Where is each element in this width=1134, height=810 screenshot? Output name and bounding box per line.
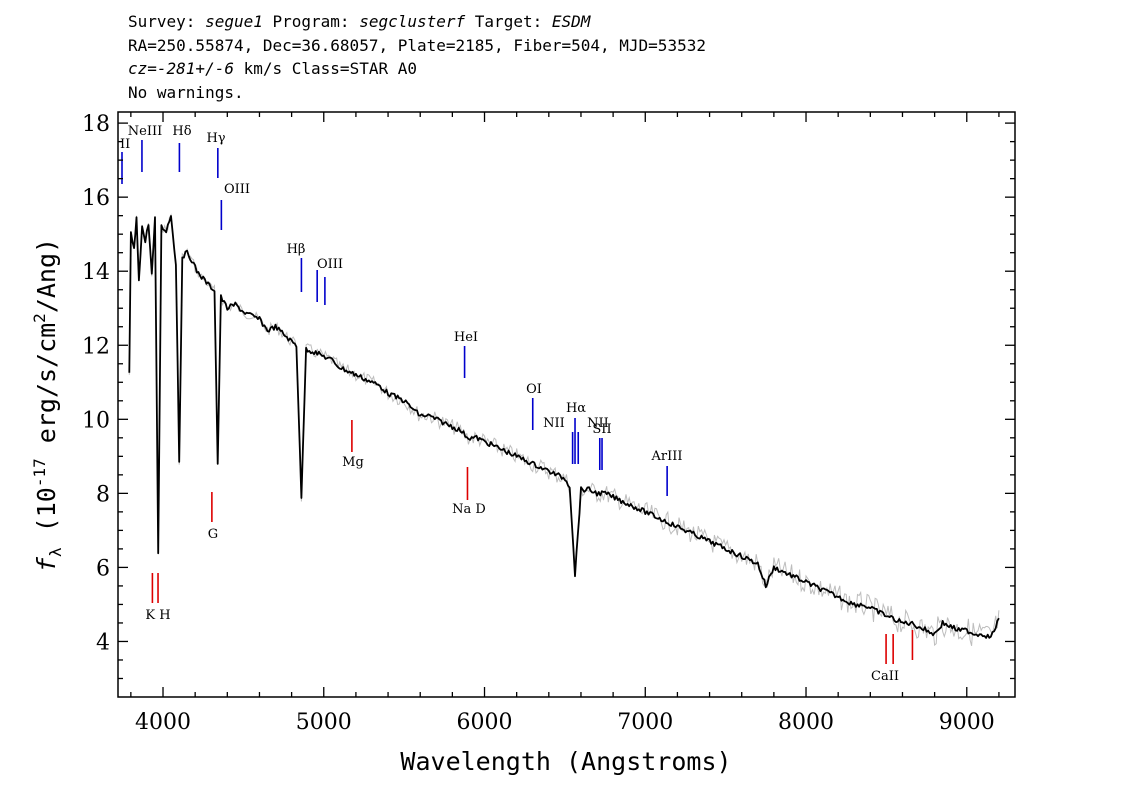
y-tick-label: 14 (82, 260, 110, 285)
spectrum-series (128, 215, 1000, 639)
line-label-ariii: ArIII (650, 449, 682, 464)
y-tick-label: 16 (82, 186, 110, 211)
line-label-hdelta: Hδ (172, 124, 191, 139)
cz-value: cz=-281+/-6 (128, 59, 234, 78)
x-axis-title: Wavelength (Angstroms) (400, 747, 731, 776)
line-label-nii_a: NII (543, 416, 565, 431)
line-label-neiii: NeIII (128, 124, 162, 139)
spectrum-path (128, 215, 1000, 639)
survey-value: segue1 (205, 12, 263, 31)
line-label-edge_ii: II (120, 137, 130, 152)
line-label-mg: Mg (342, 455, 364, 470)
line-label-nad: Na D (452, 502, 486, 517)
program-value: segclusterf (359, 12, 466, 31)
line-label-hgamma: Hγ (206, 131, 225, 146)
header-line-redshift: cz=-281+/-6 km/s Class=STAR A0 (128, 57, 706, 81)
target-value: ESDM (551, 12, 591, 31)
y-tick-label: 4 (96, 630, 110, 655)
spectrum-header: Survey: segue1 Program: segclusterf Targ… (128, 10, 706, 104)
y-tick-label: 10 (82, 408, 110, 433)
y-axis-title: fλ (10-17 erg/s/cm2/Ang) (30, 238, 65, 572)
line-label-g: G (208, 527, 218, 542)
header-line-survey: Survey: segue1 Program: segclusterf Targ… (128, 10, 706, 34)
header-line-coordinates: RA=250.55874, Dec=36.68057, Plate=2185, … (128, 35, 706, 55)
x-tick-label: 6000 (457, 710, 513, 735)
x-tick-label: 7000 (617, 710, 673, 735)
line-label-oi: OI (526, 382, 542, 397)
line-label-halpha: Hα (566, 401, 586, 416)
line-label-caii: CaII (871, 669, 899, 684)
survey-label: Survey: (128, 12, 206, 31)
line-label-oiii_a: OIII (224, 182, 250, 197)
x-tick-label: 4000 (135, 710, 191, 735)
line-label-oiii_b: OIII (317, 257, 343, 272)
y-tick-label: 12 (82, 334, 110, 359)
x-tick-label: 5000 (296, 710, 352, 735)
line-label-hei: HeI (454, 330, 478, 345)
x-tick-label: 9000 (939, 710, 995, 735)
axis-ticks: 4000 5000 6000 7000 8000 9000 4 6 8 10 12 14 16 18 (82, 112, 1015, 735)
line-label-kh: K H (145, 608, 170, 623)
line-label-nii_b: NII (587, 416, 609, 431)
class-value: km/s Class=STAR A0 (233, 59, 417, 78)
plot-frame (117, 111, 1016, 698)
line-label-sii: SII (592, 422, 611, 437)
y-tick-label: 18 (82, 112, 110, 137)
line-label-hbeta: Hβ (287, 242, 306, 257)
x-tick-label: 8000 (778, 710, 834, 735)
y-tick-label: 8 (96, 482, 110, 507)
target-label: Target: (465, 12, 552, 31)
header-line-warnings: No warnings. (128, 82, 244, 102)
program-label: Program: (262, 12, 360, 31)
y-tick-label: 6 (96, 556, 110, 581)
